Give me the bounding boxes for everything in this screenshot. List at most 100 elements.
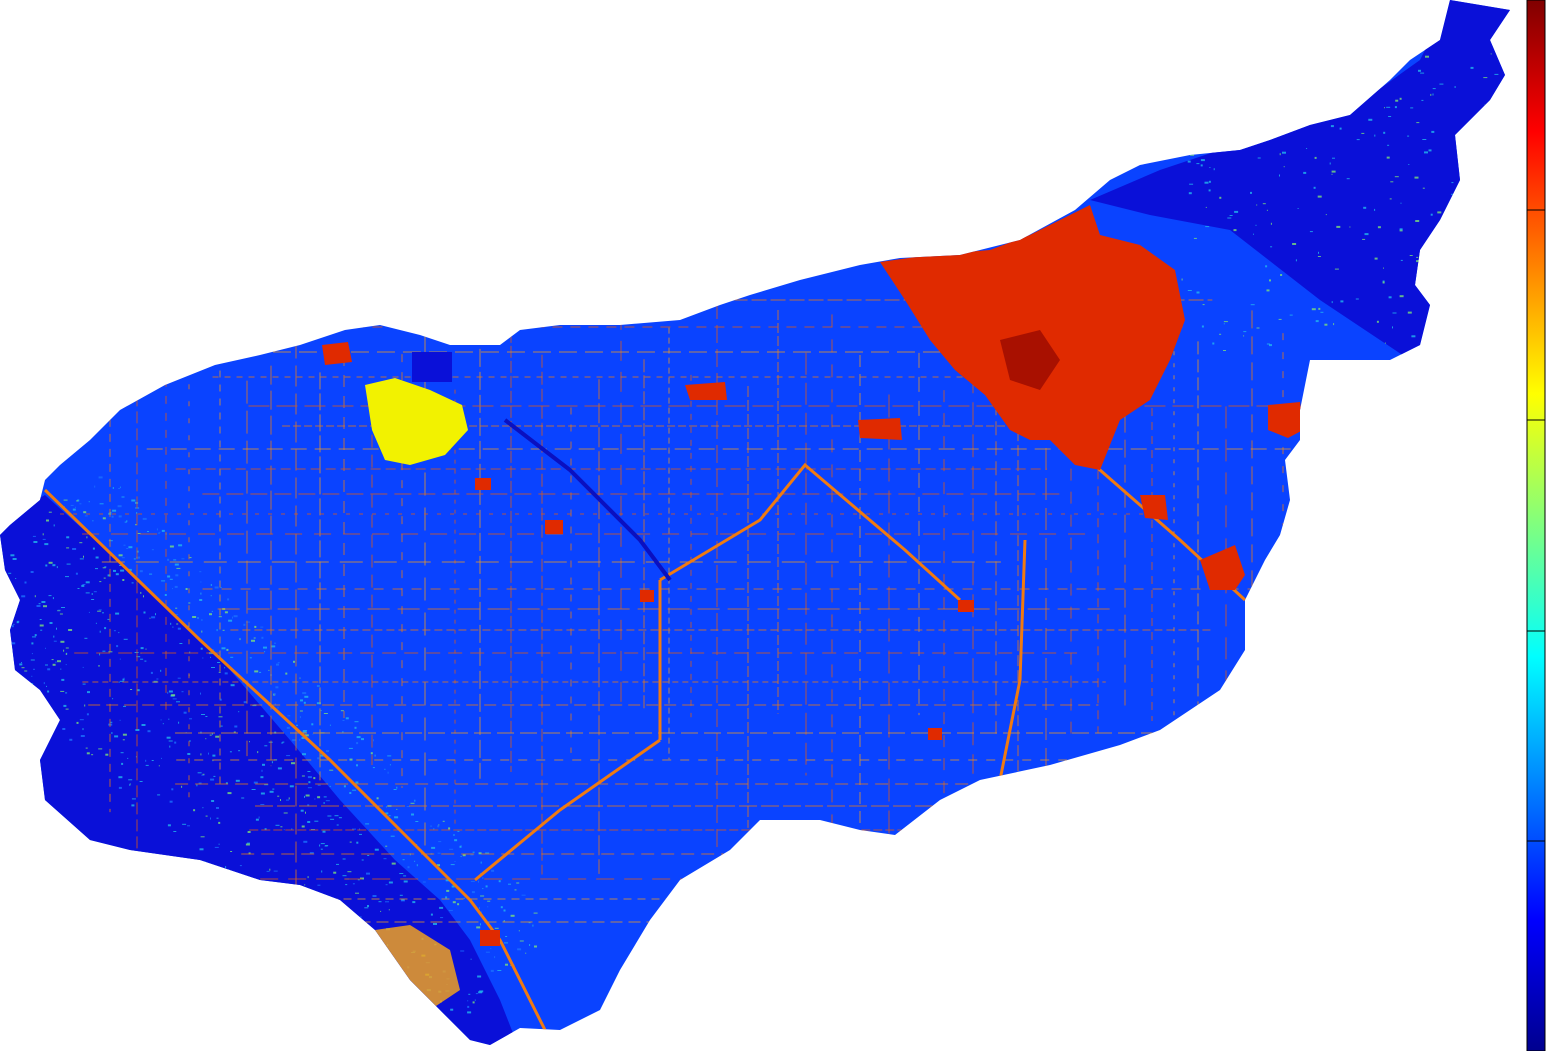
vegetation-speckle (1315, 320, 1319, 323)
vegetation-speckle (119, 486, 121, 488)
vegetation-speckle (171, 788, 174, 791)
vegetation-speckle (459, 845, 462, 848)
vegetation-speckle (399, 894, 403, 896)
vegetation-speckle (75, 506, 76, 508)
vegetation-speckle (1498, 146, 1501, 148)
vegetation-speckle (478, 852, 482, 855)
vegetation-speckle (1364, 233, 1369, 236)
vegetation-speckle (475, 993, 478, 995)
vegetation-speckle (65, 653, 67, 655)
vegetation-speckle (1507, 217, 1510, 219)
vegetation-speckle (517, 948, 522, 951)
vegetation-speckle (282, 891, 285, 893)
vegetation-speckle (164, 594, 167, 596)
vegetation-speckle (325, 955, 328, 957)
vegetation-speckle (85, 581, 90, 584)
vegetation-speckle (269, 790, 274, 793)
vegetation-speckle (402, 859, 405, 861)
vegetation-speckle (440, 917, 444, 919)
vegetation-speckle (82, 666, 84, 668)
vegetation-speckle (1422, 187, 1425, 189)
vegetation-speckle (1202, 100, 1205, 103)
vegetation-speckle (92, 520, 94, 522)
vegetation-speckle (411, 1040, 413, 1043)
vegetation-speckle (72, 508, 76, 511)
vegetation-speckle (528, 922, 531, 924)
vegetation-speckle (518, 930, 520, 932)
vegetation-speckle (414, 799, 416, 802)
vegetation-speckle (147, 730, 151, 733)
vegetation-speckle (360, 916, 362, 918)
vegetation-speckle (1430, 213, 1433, 216)
vegetation-speckle (504, 942, 508, 944)
vegetation-speckle (323, 802, 325, 804)
vegetation-speckle (187, 825, 190, 827)
vegetation-speckle (239, 865, 242, 867)
vegetation-speckle (135, 756, 137, 758)
vegetation-speckle (437, 825, 440, 828)
vegetation-speckle (403, 880, 408, 883)
vegetation-speckle (147, 531, 149, 532)
vegetation-speckle (137, 533, 141, 534)
vegetation-speckle (41, 601, 46, 603)
vegetation-speckle (155, 613, 156, 616)
vegetation-speckle (438, 824, 440, 826)
vegetation-speckle (441, 1032, 445, 1035)
vegetation-speckle (1407, 135, 1410, 137)
vegetation-speckle (352, 789, 357, 791)
vegetation-speckle (1463, 145, 1466, 148)
vegetation-speckle (365, 823, 370, 825)
vegetation-speckle (320, 893, 322, 896)
vegetation-speckle (48, 561, 53, 564)
vegetation-speckle (1449, 248, 1453, 251)
vegetation-speckle (13, 623, 15, 625)
vegetation-speckle (304, 795, 305, 798)
vegetation-speckle (1482, 286, 1485, 288)
vegetation-speckle (387, 771, 389, 774)
vegetation-speckle (66, 563, 71, 565)
vegetation-speckle (403, 986, 407, 989)
vegetation-speckle (430, 825, 433, 827)
vegetation-speckle (118, 515, 122, 518)
vegetation-speckle (95, 622, 97, 624)
vegetation-speckle (287, 886, 290, 888)
vegetation-speckle (1283, 94, 1285, 96)
vegetation-speckle (356, 736, 361, 739)
vegetation-speckle (463, 897, 465, 899)
vegetation-speckle (210, 584, 212, 586)
vegetation-speckle (218, 616, 222, 618)
vegetation-speckle (394, 816, 399, 819)
vegetation-speckle (99, 581, 102, 583)
vegetation-speckle (99, 503, 104, 505)
vegetation-speckle (104, 627, 107, 630)
vegetation-speckle (200, 581, 202, 583)
vegetation-speckle (39, 624, 44, 627)
vegetation-speckle (338, 817, 342, 819)
vegetation-speckle (321, 991, 326, 993)
vegetation-speckle (1485, 210, 1487, 213)
vegetation-speckle (1392, 312, 1397, 314)
vegetation-speckle (300, 809, 304, 812)
vegetation-speckle (479, 907, 480, 909)
vegetation-speckle (388, 909, 390, 911)
vegetation-speckle (249, 657, 252, 659)
vegetation-speckle (1182, 68, 1184, 71)
vegetation-speckle (307, 776, 312, 779)
vegetation-speckle (1388, 296, 1392, 299)
vegetation-speckle (320, 843, 325, 845)
vegetation-speckle (1196, 163, 1200, 165)
vegetation-speckle (230, 851, 233, 852)
vegetation-speckle (1317, 195, 1322, 198)
vegetation-speckle (1331, 301, 1333, 304)
vegetation-speckle (42, 538, 46, 540)
vegetation-speckle (144, 660, 147, 662)
vegetation-speckle (1181, 278, 1183, 281)
vegetation-speckle (316, 702, 321, 705)
vegetation-speckle (1438, 235, 1440, 237)
vegetation-speckle (47, 690, 50, 693)
vegetation-speckle (161, 529, 165, 532)
vegetation-speckle (266, 870, 270, 872)
vegetation-speckle (169, 545, 174, 548)
